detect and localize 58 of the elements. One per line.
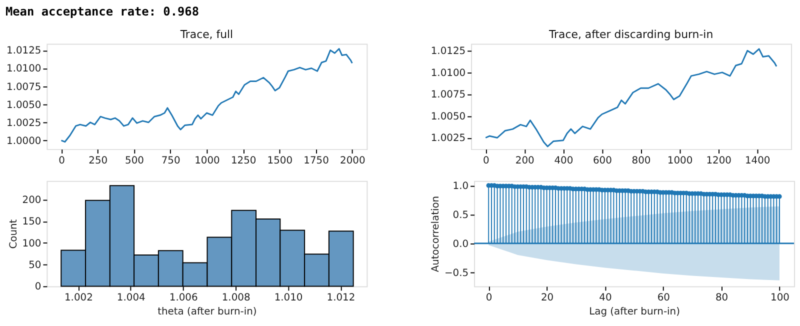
y-tick-label: 50 <box>28 260 42 272</box>
x-tick-label: 400 <box>554 155 574 166</box>
y-tick-label: 1.0000 <box>6 136 42 147</box>
line-series <box>60 48 353 143</box>
x-tick-label: 750 <box>161 155 180 166</box>
x-tick-label: 1.010 <box>274 292 303 304</box>
y-axis-title: Autocorrelation <box>430 196 442 272</box>
x-tick-label: 600 <box>592 155 612 166</box>
x-tick-label: 1400 <box>744 155 770 166</box>
y-tick-label: −0.5 <box>444 268 469 279</box>
y-tick-label: 1.0125 <box>6 46 42 57</box>
y-tick-label: 1.0075 <box>430 90 466 101</box>
chart-title: Trace, full <box>179 28 234 41</box>
x-tick-label: 40 <box>599 292 612 304</box>
x-tick-label: 1.002 <box>64 292 93 304</box>
x-tick-label: 1250 <box>230 155 256 166</box>
x-tick-label: 1750 <box>304 155 329 166</box>
x-tick-label: 800 <box>632 155 651 166</box>
x-tick-label: 80 <box>715 292 728 304</box>
y-tick-label: 0.0 <box>452 238 469 250</box>
x-axis-title: theta (after burn-in) <box>158 306 257 318</box>
y-tick-label: 0.5 <box>452 210 469 221</box>
x-tick-label: 1000 <box>194 155 220 166</box>
x-tick-label: 1.008 <box>222 292 250 304</box>
y-tick-label: 1.0025 <box>430 133 466 144</box>
x-tick-label: 1000 <box>667 155 693 166</box>
y-tick-label: 100 <box>22 238 42 250</box>
y-tick-label: 1.0125 <box>430 46 466 58</box>
line-series <box>484 48 778 148</box>
y-tick-label: 1.0025 <box>6 118 42 129</box>
x-tick-label: 500 <box>125 155 144 166</box>
x-tick-label: 250 <box>88 155 108 166</box>
y-tick-label: 200 <box>22 194 42 206</box>
y-tick-label: 150 <box>22 216 42 228</box>
x-tick-label: 1.004 <box>116 292 146 304</box>
x-tick-label: 20 <box>540 292 554 304</box>
y-tick-label: 1.0050 <box>6 100 42 111</box>
x-tick-label: 1500 <box>267 155 293 166</box>
y-tick-label: 1.0050 <box>430 111 466 122</box>
y-tick-label: 1.0100 <box>430 68 466 79</box>
y-tick-label: 0 <box>34 282 42 293</box>
x-tick-label: 1.006 <box>169 292 198 304</box>
x-tick-label: 100 <box>770 292 790 304</box>
x-tick-label: 0 <box>58 155 65 166</box>
text: Mean acceptance rate: 0.968 <box>5 4 200 18</box>
x-tick-label: 1.012 <box>326 292 356 304</box>
x-tick-label: 60 <box>657 292 670 304</box>
y-tick-label: 1.0075 <box>6 82 42 93</box>
chart-title: Trace, after discarding burn-in <box>548 28 714 41</box>
x-tick-label: 1200 <box>706 155 732 166</box>
x-tick-label: 0 <box>482 155 490 166</box>
x-axis-title: Lag (after burn-in) <box>589 306 680 318</box>
x-tick-label: 2000 <box>340 155 366 166</box>
y-tick-label: 1.0 <box>452 180 469 192</box>
y-axis-title: Count <box>8 219 20 249</box>
x-tick-label: 0 <box>486 292 492 304</box>
y-tick-label: 1.0100 <box>6 64 42 75</box>
x-tick-label: 200 <box>515 155 534 166</box>
